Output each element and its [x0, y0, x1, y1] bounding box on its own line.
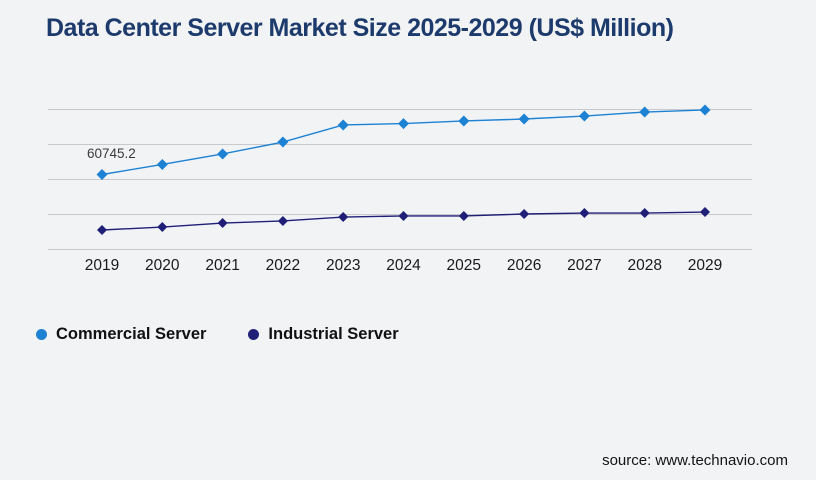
x-axis-label: 2028 [627, 257, 661, 274]
data-point-marker [700, 207, 710, 218]
data-point-marker [578, 110, 590, 122]
x-axis-label: 2020 [145, 257, 180, 274]
x-axis-label: 2019 [85, 257, 119, 274]
x-axis-label: 2029 [688, 257, 722, 274]
data-point-marker [337, 119, 349, 131]
data-point-marker [96, 168, 108, 180]
legend-label-commercial-server: Commercial Server [56, 325, 207, 343]
data-point-marker [639, 208, 650, 219]
legend-item-commercial-server: Commercial Server [36, 325, 206, 344]
x-axis-label: 2026 [507, 257, 541, 274]
data-point-marker [518, 113, 530, 125]
legend-item-industrial-server: Industrial Server [248, 325, 399, 344]
x-axis-label: 2021 [205, 257, 239, 274]
x-axis-label: 2025 [447, 257, 481, 274]
point-value-label: 60745.2 [87, 146, 136, 161]
data-point-marker [217, 218, 228, 229]
data-point-marker [277, 215, 288, 226]
data-point-marker [398, 210, 409, 221]
data-point-marker [156, 158, 168, 170]
commercial-server-swatch-icon [36, 329, 47, 340]
data-point-marker [398, 118, 409, 130]
page-title: Data Center Server Market Size 2025-2029… [46, 14, 674, 42]
data-point-marker [157, 222, 168, 233]
data-point-marker [338, 212, 349, 223]
x-axis-label: 2023 [326, 257, 360, 274]
data-point-marker [639, 106, 651, 118]
data-point-marker [277, 136, 289, 148]
source-attribution: source: www.technavio.com [602, 452, 788, 469]
x-axis-label: 2027 [567, 257, 601, 274]
data-point-marker [97, 224, 107, 235]
x-axis-label: 2022 [266, 257, 300, 274]
x-axis-label: 2024 [386, 257, 421, 274]
chart-legend: Commercial Server Industrial Server [36, 325, 399, 344]
data-point-marker [458, 115, 470, 127]
legend-label-industrial-server: Industrial Server [268, 325, 399, 343]
data-point-marker [519, 209, 530, 220]
data-point-marker [699, 104, 711, 116]
industrial-server-swatch-icon [248, 329, 260, 340]
data-point-marker [579, 208, 590, 219]
data-point-marker [217, 148, 229, 160]
data-point-marker [458, 210, 469, 221]
